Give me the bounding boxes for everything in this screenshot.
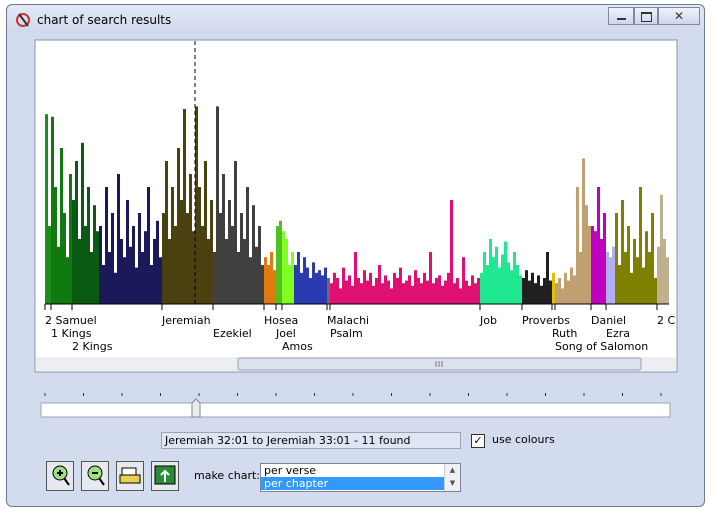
app-icon: [16, 13, 30, 27]
make-chart-label: make chart:: [194, 469, 260, 482]
print-button[interactable]: [116, 461, 144, 491]
zoom-out-button[interactable]: [81, 461, 109, 491]
export-button[interactable]: [151, 461, 179, 491]
checkbox-label: use colours: [492, 433, 555, 446]
maximize-button[interactable]: [634, 7, 658, 25]
title-bar: chart of search results ✕: [7, 5, 704, 33]
zoom-in-button[interactable]: [46, 461, 74, 491]
close-button[interactable]: ✕: [658, 7, 700, 25]
listbox[interactable]: ▲ ▼ per verse per chapter: [260, 463, 461, 492]
minimize-button[interactable]: [608, 7, 634, 25]
window-title: chart of search results: [37, 13, 172, 27]
list-option[interactable]: per verse: [264, 464, 317, 477]
window: chart of search results ✕ Jeremiah 32:01…: [6, 4, 705, 507]
list-option[interactable]: per chapter: [261, 477, 447, 490]
checkbox[interactable]: ✓: [471, 434, 485, 448]
status-text: Jeremiah 32:01 to Jeremiah 33:01 - 11 fo…: [161, 432, 461, 449]
